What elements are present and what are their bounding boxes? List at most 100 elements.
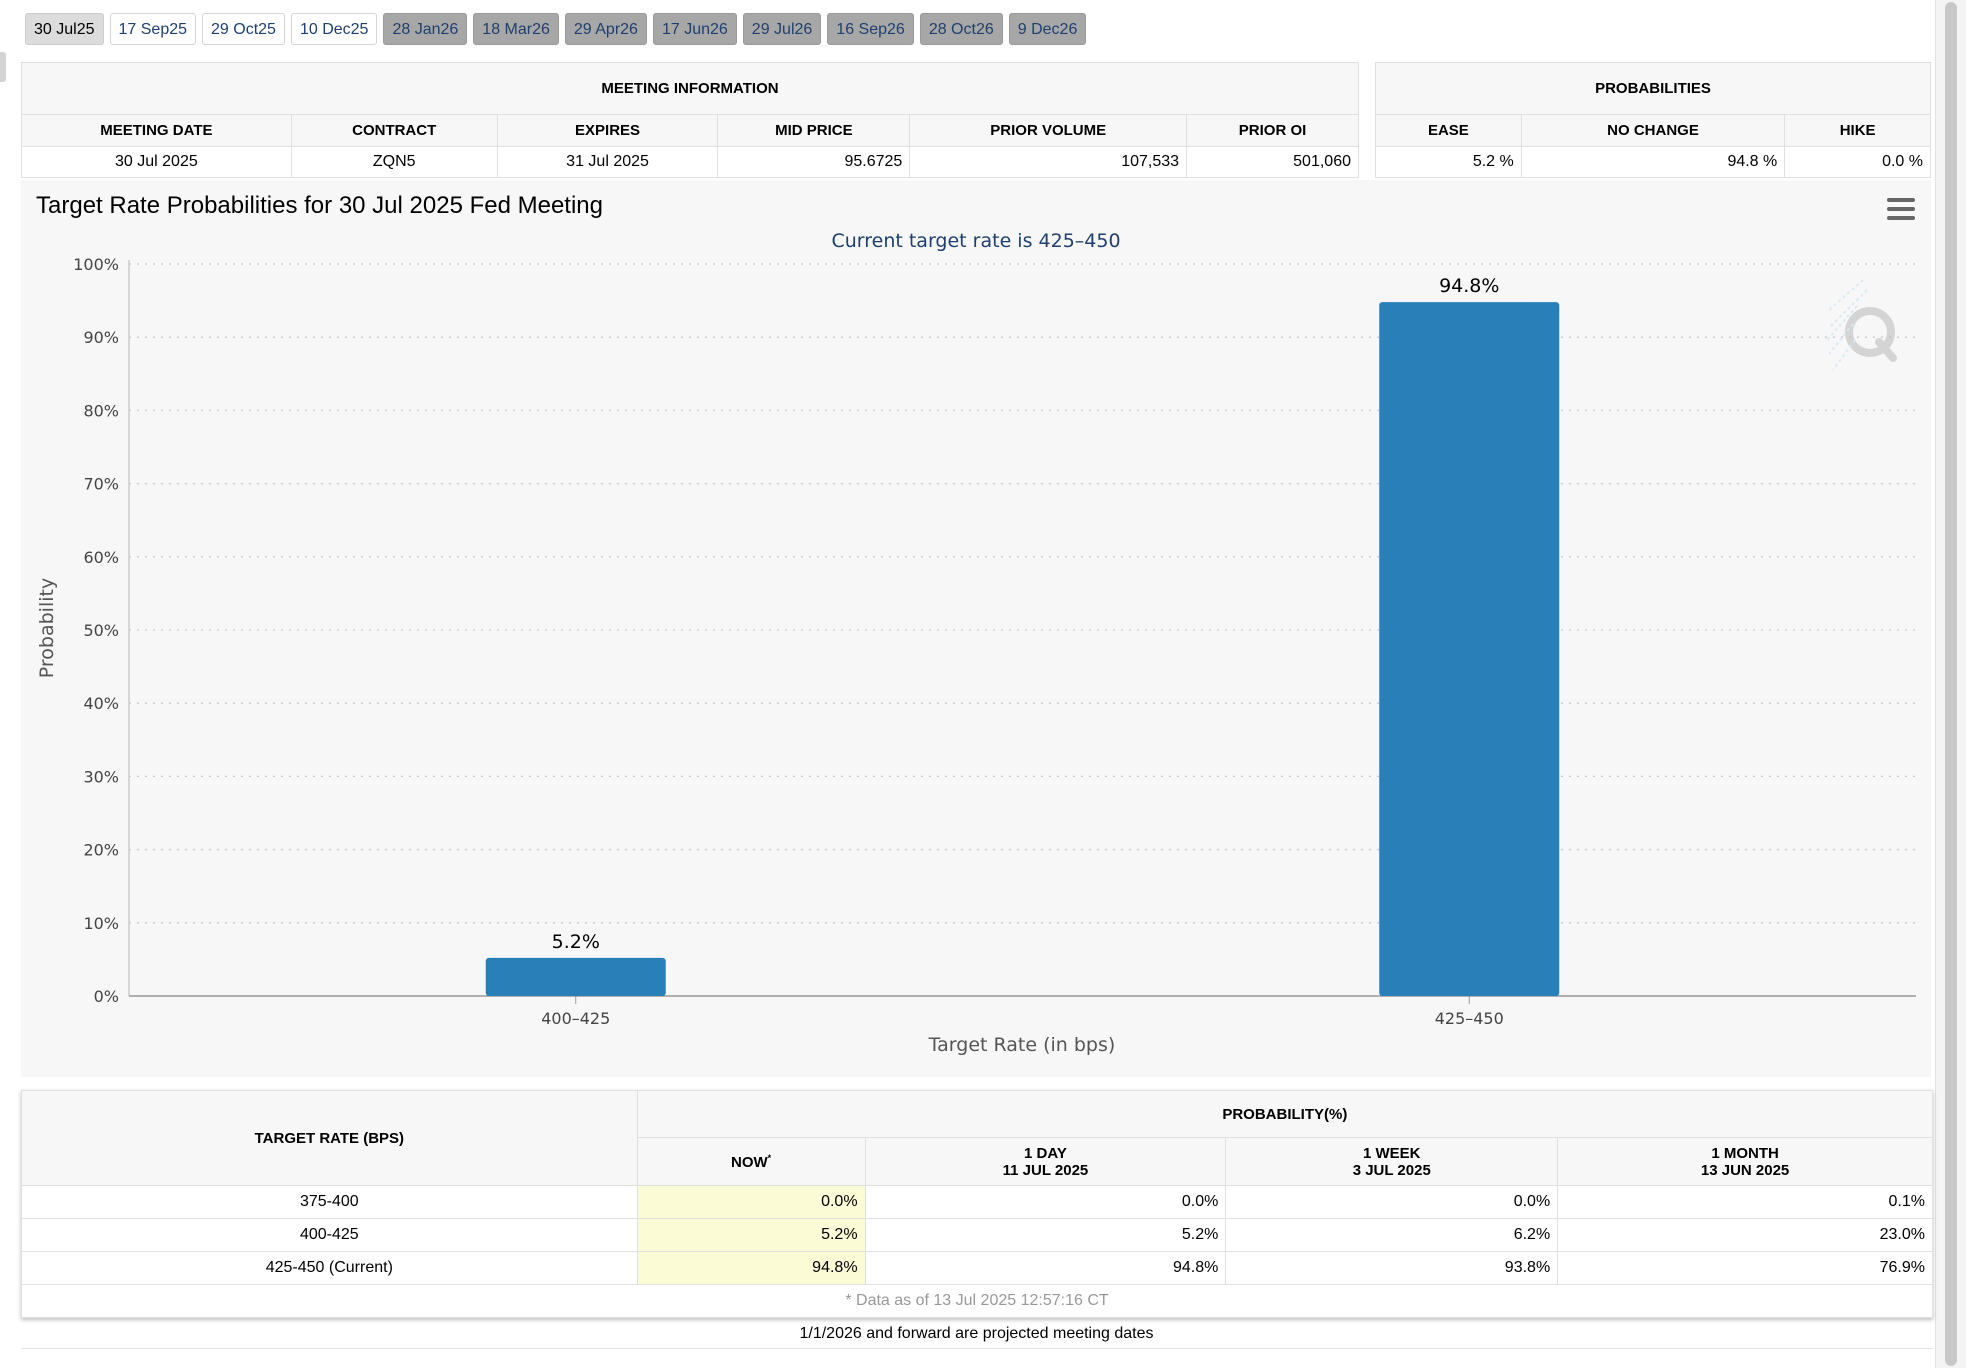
tab-29-oct25[interactable]: 29 Oct25 xyxy=(202,13,285,45)
chart-title: Target Rate Probabilities for 30 Jul 202… xyxy=(36,192,603,219)
meeting-info-header: CONTRACT xyxy=(290,114,498,147)
target-rate-cell: 375-400 xyxy=(21,1185,638,1219)
data-timestamp-footnote: * Data as of 13 Jul 2025 12:57:16 CT xyxy=(21,1284,1933,1318)
bar[interactable] xyxy=(1379,302,1560,997)
meeting-info-header: EXPIRES xyxy=(496,114,719,147)
probability-cell: 6.2% xyxy=(1225,1218,1559,1252)
probability-table-container: TARGET RATE (BPS) PROBABILITY(%) NOW* 1 D… xyxy=(21,1090,1934,1318)
meeting-info-cell: 107,533 xyxy=(909,146,1188,178)
meeting-info-cell: ZQN5 xyxy=(290,146,498,178)
column-date: 13 JUN 2025 xyxy=(1700,1161,1790,1179)
y-tick-label: 100% xyxy=(73,255,119,274)
probability-cell: 93.8% xyxy=(1225,1251,1559,1285)
tab-18-mar26[interactable]: 18 Mar26 xyxy=(473,13,559,45)
side-panel-handle[interactable] xyxy=(0,52,6,82)
y-tick-label: 80% xyxy=(83,401,119,420)
probability-column-header: 1 WEEK 3 JUL 2025 xyxy=(1225,1137,1559,1186)
probabilities-cell: 94.8 % xyxy=(1520,146,1786,178)
meeting-info-cell: 30 Jul 2025 xyxy=(21,146,292,178)
meeting-info-cell: 31 Jul 2025 xyxy=(496,146,719,178)
probabilities-title: PROBABILITIES xyxy=(1375,62,1931,115)
tab-17-jun26[interactable]: 17 Jun26 xyxy=(652,13,737,45)
tab-17-sep25[interactable]: 17 Sep25 xyxy=(109,13,197,45)
probability-cell: 76.9% xyxy=(1557,1251,1933,1285)
chart-canvas: 0% 10% 20% 30% 40% 50% 60% 70% 80% 90% 100% 5.2% 400… xyxy=(36,230,1916,1056)
y-tick-label: 10% xyxy=(83,914,119,933)
column-period: 1 WEEK xyxy=(1363,1144,1421,1162)
y-tick-label: 60% xyxy=(83,548,119,567)
probability-now-cell: 5.2% xyxy=(636,1218,866,1252)
probability-column-header: NOW* xyxy=(636,1137,866,1186)
meeting-info-cell: 501,060 xyxy=(1186,146,1359,178)
probabilities-header: HIKE xyxy=(1784,114,1931,147)
meeting-info-header: MID PRICE xyxy=(717,114,911,147)
target-rate-probability-table: TARGET RATE (BPS) PROBABILITY(%) NOW* 1 D… xyxy=(21,1090,1934,1318)
tab-10-dec25[interactable]: 10 Dec25 xyxy=(290,13,378,45)
probability-now-cell: 94.8% xyxy=(636,1251,866,1285)
column-date: 3 JUL 2025 xyxy=(1352,1161,1431,1179)
table-row: 375-400 0.0% 0.0% 0.0% 0.1% xyxy=(21,1185,1933,1219)
y-tick-label: 50% xyxy=(83,621,119,640)
cme-q-logo-icon xyxy=(1826,279,1897,371)
projected-dates-note: 1/1/2026 and forward are projected meeti… xyxy=(799,1325,1154,1342)
target-rate-cell: 400-425 xyxy=(21,1218,638,1252)
bar-data-label: 5.2% xyxy=(552,931,600,953)
y-tick-label: 30% xyxy=(83,767,119,786)
probability-cell: 5.2% xyxy=(864,1218,1227,1252)
chart-subtitle: Current target rate is 425–450 xyxy=(831,230,1120,252)
probability-cell: 23.0% xyxy=(1557,1218,1933,1252)
meeting-info-header: PRIOR OI xyxy=(1186,114,1359,147)
probability-cell: 0.1% xyxy=(1557,1185,1933,1219)
column-period: 1 MONTH xyxy=(1711,1144,1779,1162)
column-period: NOW xyxy=(731,1153,768,1171)
y-axis-title: Probability xyxy=(36,578,58,678)
tab-9-dec26[interactable]: 9 Dec26 xyxy=(1008,13,1087,45)
tab-28-jan26[interactable]: 28 Jan26 xyxy=(383,13,468,45)
column-period: 1 DAY xyxy=(1024,1144,1067,1162)
meeting-info-cell: 95.6725 xyxy=(717,146,911,178)
scrollbar-thumb[interactable] xyxy=(1945,2,1957,1366)
tab-16-sep26[interactable]: 16 Sep26 xyxy=(827,13,914,45)
y-tick-label: 20% xyxy=(83,841,119,860)
tab-29-apr26[interactable]: 29 Apr26 xyxy=(564,13,647,45)
y-tick-label: 0% xyxy=(94,987,119,1006)
probability-cell: 0.0% xyxy=(1225,1185,1559,1219)
meeting-info-header: MEETING DATE xyxy=(21,114,292,147)
bar-data-label: 94.8% xyxy=(1439,275,1499,297)
probabilities-cell: 5.2 % xyxy=(1375,146,1522,178)
meeting-information-table: MEETING INFORMATION MEETING DATE CONTRACT… xyxy=(21,62,1359,178)
probability-cell: 0.0% xyxy=(864,1185,1227,1219)
target-rate-header: TARGET RATE (BPS) xyxy=(21,1090,638,1186)
y-tick-label: 70% xyxy=(83,475,119,494)
probabilities-cell: 0.0 % xyxy=(1784,146,1931,178)
y-tick-label: 90% xyxy=(83,328,119,347)
meeting-info-header: PRIOR VOLUME xyxy=(909,114,1188,147)
probability-cell: 94.8% xyxy=(864,1251,1227,1285)
meeting-date-tabs: 30 Jul25 17 Sep25 29 Oct25 10 Dec25 28 Jan26… xyxy=(25,13,1087,45)
table-row: 400-425 5.2% 5.2% 6.2% 23.0% xyxy=(21,1218,1933,1252)
x-axis-title: Target Rate (in bps) xyxy=(928,1034,1116,1056)
probabilities-table: PROBABILITIES EASE NO CHANGE HIKE 5.2 % 94.… xyxy=(1375,62,1931,178)
probability-column-header: 1 MONTH 13 JUN 2025 xyxy=(1557,1137,1933,1186)
meeting-information-title: MEETING INFORMATION xyxy=(21,62,1359,115)
divider xyxy=(21,1348,1933,1349)
probability-group-header: PROBABILITY(%) xyxy=(636,1090,1934,1138)
tab-30-jul25[interactable]: 30 Jul25 xyxy=(25,13,104,45)
column-footnote-mark: * xyxy=(767,1152,772,1163)
tab-29-jul26[interactable]: 29 Jul26 xyxy=(742,13,822,45)
probabilities-header: EASE xyxy=(1375,114,1522,147)
column-date: 11 JUL 2025 xyxy=(1002,1161,1089,1179)
tab-28-oct26[interactable]: 28 Oct26 xyxy=(919,13,1003,45)
target-rate-chart: 0% 10% 20% 30% 40% 50% 60% 70% 80% 90% 100% 5.2% 400… xyxy=(21,180,1931,1077)
hamburger-menu-icon[interactable] xyxy=(1887,198,1915,224)
table-row: 425-450 (Current) 94.8% 94.8% 93.8% 76.9% xyxy=(21,1251,1933,1285)
probability-now-cell: 0.0% xyxy=(636,1185,866,1219)
y-tick-label: 40% xyxy=(83,694,119,713)
x-tick-label: 425–450 xyxy=(1435,1009,1504,1028)
probability-column-header: 1 DAY 11 JUL 2025 xyxy=(864,1137,1227,1186)
x-tick-label: 400–425 xyxy=(541,1009,610,1028)
vertical-scrollbar[interactable] xyxy=(1935,0,1966,1368)
probabilities-header: NO CHANGE xyxy=(1520,114,1786,147)
bar[interactable] xyxy=(485,957,666,996)
target-rate-cell: 425-450 (Current) xyxy=(21,1251,638,1285)
